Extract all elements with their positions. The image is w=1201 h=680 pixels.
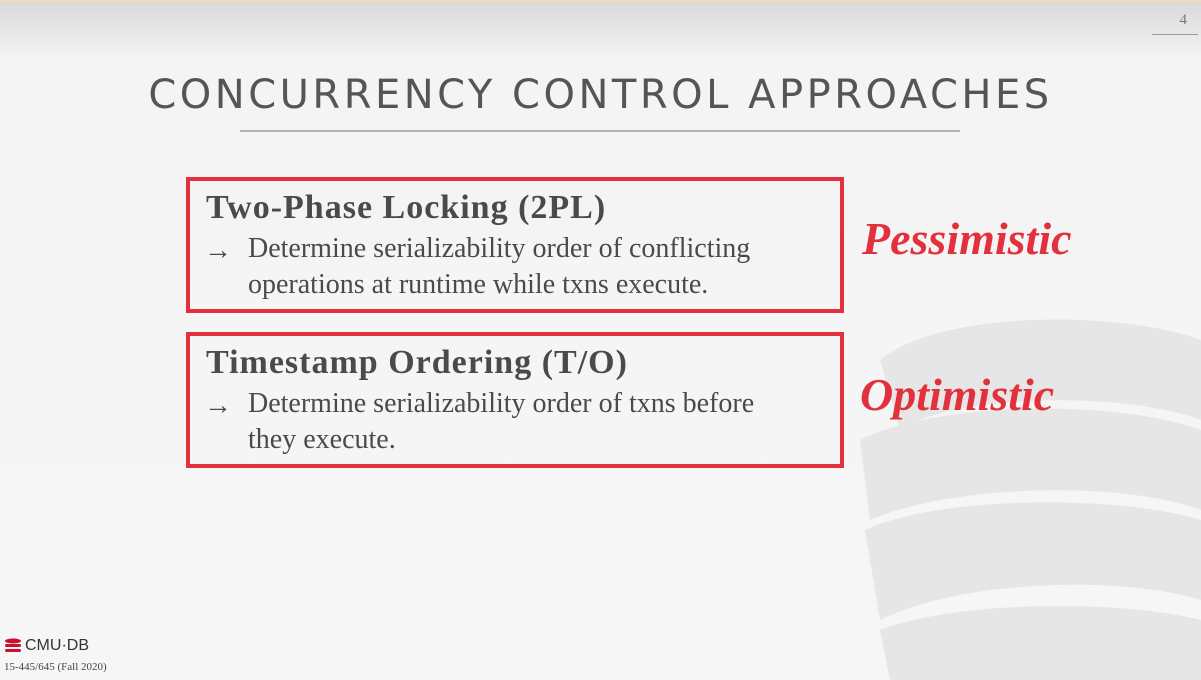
approach-desc-line1: Determine serializability order of txns … [248,388,755,419]
approach-box-2pl: Two-Phase Locking (2PL) → Determine seri… [186,177,844,313]
title-underline [240,130,960,132]
slide-number: 4 [1179,12,1188,28]
course-label: 15-445/645 (Fall 2020) [4,661,107,673]
database-watermark-icon [860,319,1201,680]
approach-desc-line1: Determine serializability order of confl… [248,233,751,264]
slide-number-rule [1152,34,1198,35]
approach-desc-line2: they execute. [248,424,396,455]
slide-title: CONCURRENCY CONTROL APPROACHES [148,72,1053,118]
tag-optimistic: Optimistic [860,369,1055,420]
tag-pessimistic: Pessimistic [862,213,1072,264]
approach-box-to: Timestamp Ordering (T/O) → Determine ser… [186,332,844,468]
arrow-bullet: → [204,390,232,421]
database-logo-icon [5,638,21,652]
arrow-bullet: → [204,235,232,266]
cmu-db-logo: CMU·DB [4,637,89,655]
approach-heading: Timestamp Ordering (T/O) [206,344,628,381]
approach-heading: Two-Phase Locking (2PL) [206,189,607,226]
logo-text: CMU·DB [25,637,89,654]
top-border [0,0,1201,3]
approach-desc-line2: operations at runtime while txns execute… [248,269,709,300]
